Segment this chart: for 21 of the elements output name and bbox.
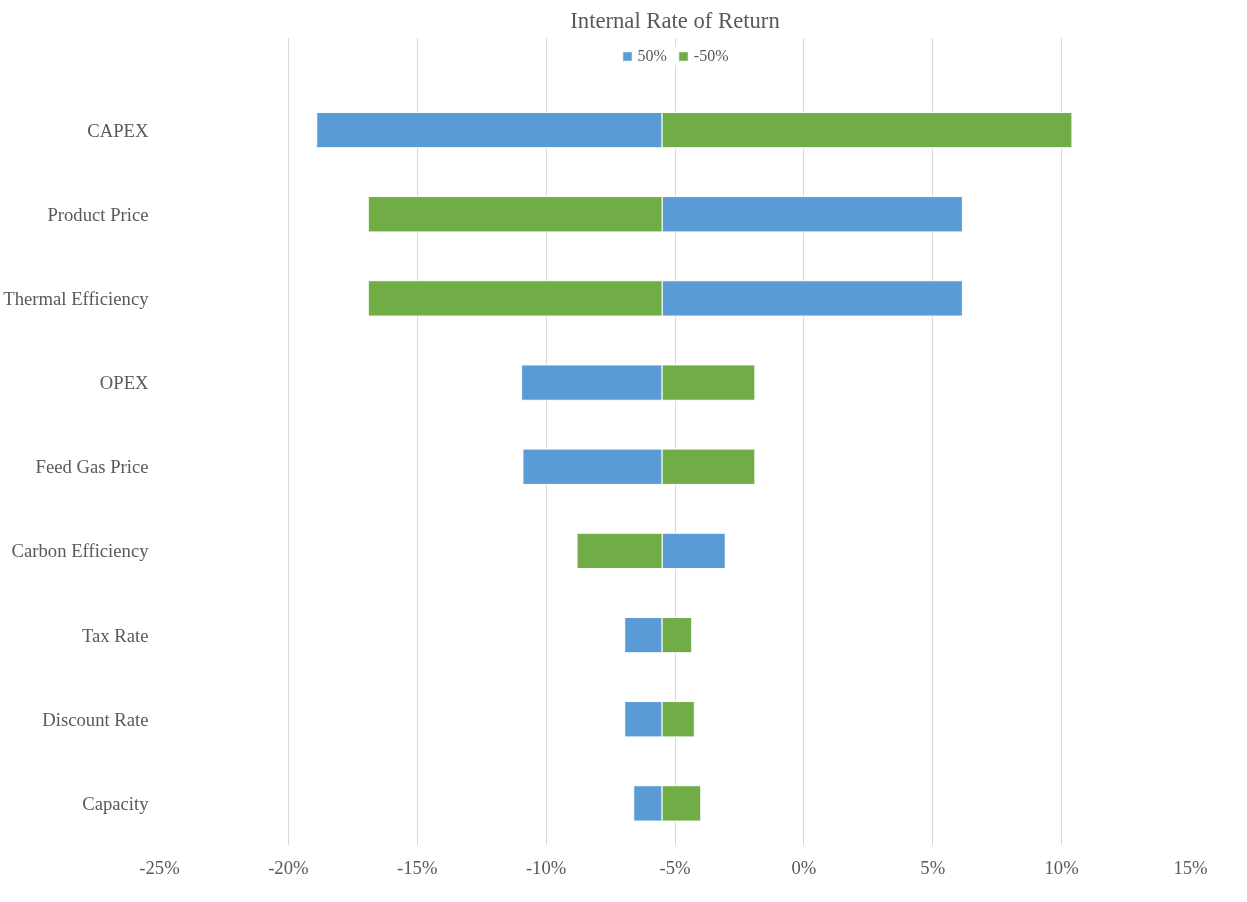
x-tick-label: 0% bbox=[791, 856, 817, 878]
y-tick-label: Product Price bbox=[47, 203, 149, 225]
y-tick-label: Thermal Efficiency bbox=[3, 287, 150, 309]
y-tick-label: Carbon Efficiency bbox=[11, 540, 150, 562]
x-tick-label: -15% bbox=[397, 856, 438, 878]
legend-label: -50% bbox=[693, 47, 729, 65]
x-tick-label: 15% bbox=[1173, 856, 1208, 878]
y-tick-label: Feed Gas Price bbox=[35, 456, 149, 478]
y-tick-label: Discount Rate bbox=[42, 708, 149, 730]
x-tick-label: -25% bbox=[139, 856, 180, 878]
y-tick-label: Tax Rate bbox=[81, 624, 149, 646]
x-tick-label: 5% bbox=[920, 856, 946, 878]
x-tick-label: -10% bbox=[525, 856, 567, 878]
x-tick-label: 10% bbox=[1044, 856, 1079, 878]
y-tick-label: OPEX bbox=[99, 372, 150, 394]
x-tick-label: -5% bbox=[659, 856, 691, 878]
y-tick-label: Capacity bbox=[82, 792, 150, 814]
legend-label: 50% bbox=[637, 47, 667, 65]
chart-title: Internal Rate of Return bbox=[570, 7, 780, 33]
x-tick-label: -20% bbox=[268, 856, 309, 878]
y-tick-label: CAPEX bbox=[87, 119, 150, 141]
